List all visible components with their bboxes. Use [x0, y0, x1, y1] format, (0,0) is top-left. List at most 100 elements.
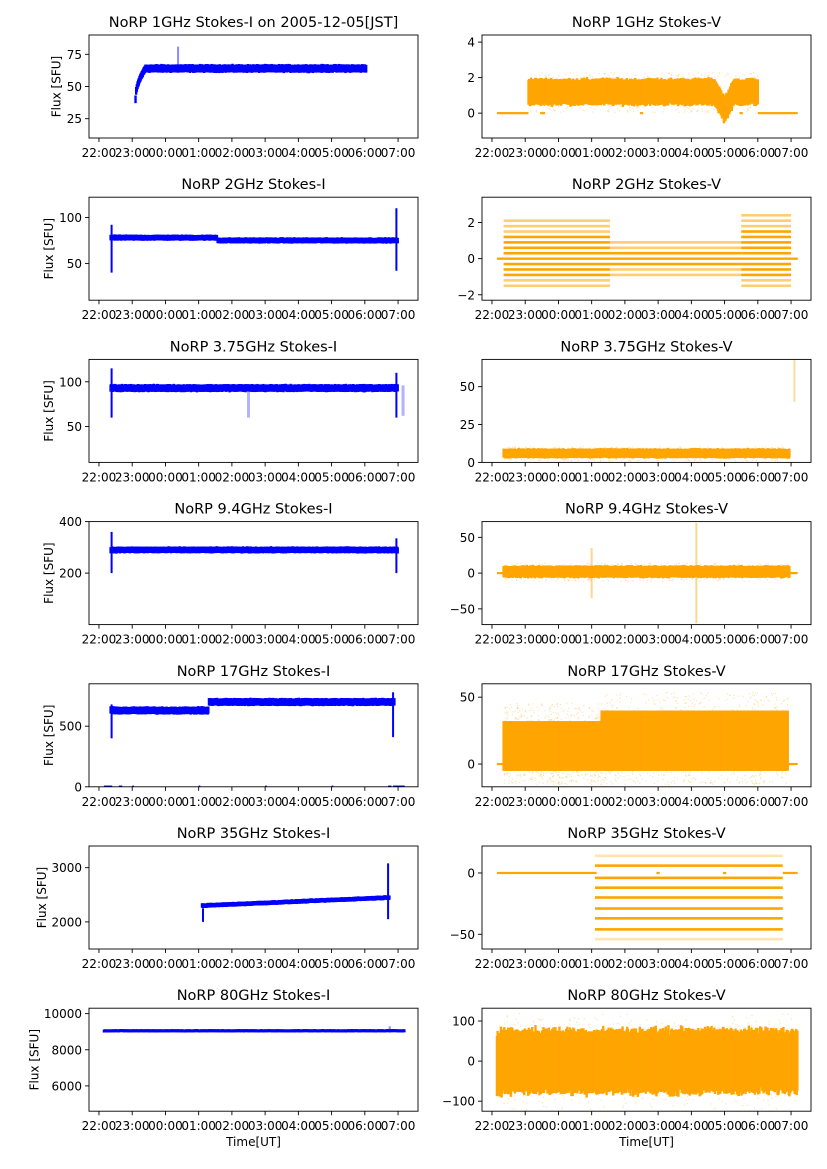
- data-point: [503, 279, 610, 282]
- data-point: [782, 871, 798, 875]
- axes-frame: [481, 196, 812, 301]
- data-point: [403, 1029, 406, 1033]
- x-tick-label: 00:00: [148, 957, 183, 971]
- x-tick-label: 04:00: [281, 146, 316, 160]
- x-tick-label: 00:00: [541, 470, 576, 484]
- data-point: [364, 64, 368, 73]
- x-tick-label: 22:00: [475, 633, 510, 647]
- data-point: [396, 384, 399, 392]
- panel-norp-9-4ghz-stokes-i: 22:0023:0000:0001:0002:0003:0004:0005:00…: [42, 502, 419, 647]
- y-tick-label: 2: [467, 216, 475, 230]
- x-tick-label: 03:00: [248, 795, 283, 809]
- x-tick-label: 02:00: [608, 146, 643, 160]
- y-tick-label: −2: [457, 288, 475, 302]
- data-point: [388, 785, 392, 787]
- y-tick-label: 10000: [44, 1007, 82, 1021]
- y-tick-label: 400: [59, 515, 82, 529]
- data-point: [756, 79, 760, 105]
- x-tick-label: 00:00: [148, 470, 183, 484]
- chart-title: NoRP 2GHz Stokes-V: [572, 177, 721, 193]
- data-point: [503, 284, 610, 288]
- data-point: [741, 246, 792, 250]
- x-tick-label: 23:00: [115, 308, 150, 322]
- chart-title: NoRP 9.4GHz Stokes-V: [565, 502, 728, 518]
- x-tick-label: 06:00: [741, 957, 776, 971]
- x-tick-label: 04:00: [674, 470, 709, 484]
- x-tick-label: 05:00: [314, 633, 349, 647]
- x-tick-label: 03:00: [641, 957, 676, 971]
- y-tick-label: 50: [460, 380, 475, 394]
- data-series: [109, 531, 399, 574]
- panel-norp-2ghz-stokes-v: 22:0023:0000:0001:0002:0003:0004:0005:00…: [457, 177, 812, 322]
- data-point: [695, 523, 698, 624]
- panel-norp-2ghz-stokes-i: 22:0023:0000:0001:0002:0003:0004:0005:00…: [42, 177, 419, 322]
- data-point: [496, 871, 597, 875]
- data-series: [496, 72, 798, 124]
- x-tick-label: 03:00: [641, 633, 676, 647]
- data-point: [110, 704, 113, 739]
- data-point: [110, 224, 113, 273]
- chart-title: NoRP 2GHz Stokes-I: [181, 177, 325, 193]
- x-tick-label: 07:00: [774, 308, 809, 322]
- data-point: [177, 46, 180, 69]
- data-point: [503, 262, 610, 266]
- x-tick-label: 07:00: [381, 470, 416, 484]
- y-tick-label: 50: [67, 80, 82, 94]
- x-axis-label: Time[UT]: [225, 1135, 281, 1149]
- panel-norp-3-75ghz-stokes-v: 22:0023:0000:0001:0002:0003:0004:0005:00…: [460, 339, 812, 484]
- data-point: [609, 273, 742, 277]
- x-tick-label: 23:00: [115, 795, 150, 809]
- x-tick-label: 06:00: [348, 633, 383, 647]
- data-point: [788, 565, 791, 578]
- x-tick-label: 22:00: [82, 146, 117, 160]
- data-point: [396, 237, 399, 244]
- x-tick-label: 02:00: [608, 795, 643, 809]
- x-tick-label: 23:00: [508, 633, 543, 647]
- x-tick-label: 01:00: [181, 470, 216, 484]
- x-tick-label: 06:00: [348, 1119, 383, 1133]
- data-point: [393, 698, 396, 706]
- y-tick-label: −50: [450, 602, 475, 616]
- y-axis-label: Flux [SFU]: [42, 542, 56, 603]
- x-tick-label: 23:00: [508, 795, 543, 809]
- chart-title: NoRP 3.75GHz Stokes-I: [170, 339, 337, 355]
- y-tick-label: 8000: [51, 1043, 82, 1057]
- x-tick-label: 05:00: [314, 1119, 349, 1133]
- data-point: [396, 547, 399, 554]
- x-tick-label: 06:00: [348, 795, 383, 809]
- x-tick-label: 00:00: [148, 795, 183, 809]
- panel-norp-1ghz-stokes-i-on-2005-12-05-jst-: 22:0023:0000:0001:0002:0003:0004:0005:00…: [49, 15, 419, 160]
- data-point: [741, 213, 792, 217]
- x-tick-label: 04:00: [281, 633, 316, 647]
- x-tick-label: 00:00: [541, 957, 576, 971]
- data-point: [496, 257, 798, 260]
- data-series: [109, 368, 405, 418]
- panel-norp-17ghz-stokes-v: 22:0023:0000:0001:0002:0003:0004:0005:00…: [460, 664, 812, 809]
- data-point: [503, 273, 610, 277]
- y-axis-label: Flux [SFU]: [35, 867, 49, 928]
- x-tick-label: 01:00: [574, 795, 609, 809]
- x-tick-label: 03:00: [641, 470, 676, 484]
- data-point: [594, 917, 783, 920]
- x-tick-label: 07:00: [381, 795, 416, 809]
- data-series: [496, 523, 798, 624]
- data-series: [134, 46, 368, 104]
- y-tick-label: 2000: [51, 915, 82, 929]
- x-tick-label: 02:00: [215, 146, 250, 160]
- x-tick-label: 07:00: [381, 146, 416, 160]
- data-point: [639, 112, 644, 115]
- data-point: [132, 785, 134, 787]
- y-axis-label: Flux [SFU]: [42, 380, 56, 441]
- data-point: [134, 95, 137, 104]
- data-point: [793, 359, 796, 402]
- x-tick-label: 01:00: [181, 146, 216, 160]
- x-tick-label: 01:00: [574, 308, 609, 322]
- data-point: [594, 854, 783, 858]
- x-tick-label: 01:00: [181, 957, 216, 971]
- x-tick-label: 03:00: [641, 795, 676, 809]
- axes-frame: [88, 196, 419, 301]
- data-point: [503, 268, 610, 271]
- chart-title: NoRP 1GHz Stokes-V: [572, 15, 721, 31]
- x-tick-label: 05:00: [707, 470, 742, 484]
